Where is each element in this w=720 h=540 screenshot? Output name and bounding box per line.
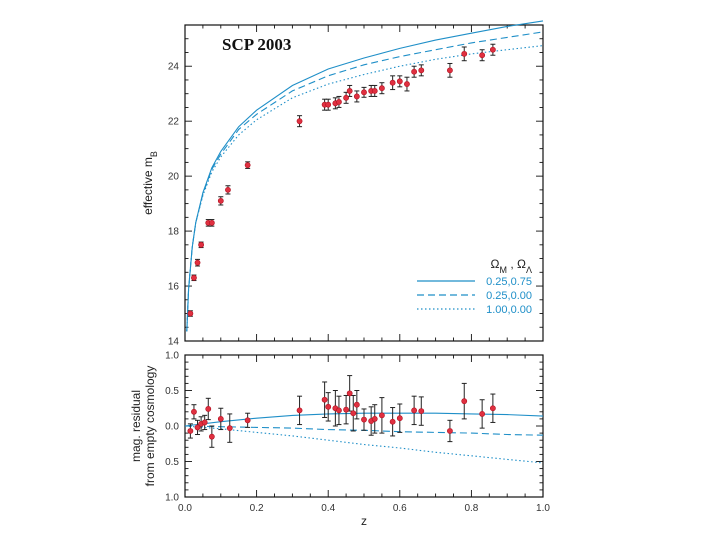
data-point xyxy=(378,412,385,419)
data-point xyxy=(321,396,328,403)
data-point xyxy=(343,406,349,413)
data-point xyxy=(217,415,224,422)
data-point xyxy=(353,401,360,408)
x-tick-label: 0.2 xyxy=(250,503,264,514)
data-point xyxy=(346,390,353,397)
data-point xyxy=(194,259,201,266)
y-axis-label-subscript: B xyxy=(149,151,159,157)
data-point xyxy=(225,186,231,193)
data-point xyxy=(217,197,224,204)
y-tick-label: 18 xyxy=(168,227,180,238)
data-point xyxy=(447,67,453,74)
x-tick-label: 1.0 xyxy=(536,503,550,514)
data-point xyxy=(205,406,212,412)
data-point xyxy=(389,418,396,425)
data-point xyxy=(371,415,378,422)
data-point xyxy=(244,417,251,424)
legend-title-omega: , Ω xyxy=(507,257,526,271)
data-point xyxy=(191,408,197,415)
data-point xyxy=(296,407,303,414)
data-point xyxy=(479,411,486,417)
data-point xyxy=(226,425,233,432)
data-point xyxy=(191,274,197,281)
data-point xyxy=(361,89,367,96)
x-tick-label: 0.6 xyxy=(393,503,407,514)
data-point xyxy=(244,162,251,169)
data-point xyxy=(187,428,194,434)
y-tick-label: 22 xyxy=(168,117,180,128)
x-tick-label: 0.0 xyxy=(178,503,192,514)
data-point xyxy=(187,310,194,317)
y-tick-label: 1.0 xyxy=(165,351,179,362)
y-tick-label: 14 xyxy=(168,337,180,348)
data-point xyxy=(418,67,425,74)
data-point xyxy=(325,101,332,108)
x-tick-label: 0.8 xyxy=(464,503,478,514)
data-point xyxy=(411,407,418,414)
data-point xyxy=(336,99,342,105)
data-point xyxy=(346,88,353,94)
legend-title-sub-m: M xyxy=(500,265,508,275)
legend-entry-label: 0.25,0.75 xyxy=(486,276,532,288)
data-point xyxy=(447,428,453,434)
data-point xyxy=(489,405,496,412)
bottom-panel-residuals: 0.0 0.2 0.4 0.6 0.8 1.0 1.0 0.5 0.0 0.5 1.0 mag. re… xyxy=(129,351,550,529)
data-point xyxy=(411,68,418,75)
data-point xyxy=(461,50,468,57)
data-point xyxy=(208,433,215,440)
data-point xyxy=(396,78,403,85)
model-curve-dotted xyxy=(184,425,544,464)
data-point xyxy=(350,410,357,417)
y-tick-label: 24 xyxy=(168,62,180,73)
legend-title-sub-lambda: Λ xyxy=(526,265,532,275)
data-point xyxy=(198,241,205,248)
y-tick-label: 1.0 xyxy=(165,493,179,504)
data-point xyxy=(343,94,349,101)
data-point xyxy=(194,424,201,431)
data-point xyxy=(353,93,360,100)
model-curve-dotted xyxy=(186,45,544,332)
legend-title: ΩM , ΩΛ xyxy=(491,257,532,275)
y-tick-label: 0.5 xyxy=(165,386,179,397)
data-point xyxy=(336,407,342,414)
data-point xyxy=(361,416,367,423)
data-point xyxy=(396,415,403,422)
legend-entry-label: 0.25,0.00 xyxy=(486,290,532,302)
y-axis-label-main: effective m xyxy=(141,157,155,215)
x-axis-label: z xyxy=(361,514,367,528)
y-tick-label: 20 xyxy=(168,172,180,183)
data-point xyxy=(479,52,486,59)
data-point xyxy=(461,398,468,405)
data-point xyxy=(296,118,303,125)
data-point xyxy=(201,419,208,426)
data-point xyxy=(371,88,378,94)
data-point xyxy=(389,79,396,86)
x-tick-label: 0.4 xyxy=(321,503,335,514)
data-point xyxy=(404,81,410,87)
legend-entry-label: 1.00,0.00 xyxy=(486,304,532,316)
data-point xyxy=(325,403,332,410)
data-point xyxy=(489,46,496,53)
legend-title-omega: Ω xyxy=(491,257,500,271)
data-point xyxy=(208,219,215,226)
chart-title: SCP 2003 xyxy=(222,35,291,54)
y-tick-label: 0.5 xyxy=(165,457,179,468)
residual-y-axis-label-line1: mag. residual xyxy=(129,390,143,462)
data-point xyxy=(378,85,385,92)
y-axis-label: effective mB xyxy=(141,151,159,215)
y-tick-label: 0.0 xyxy=(165,422,179,433)
y-tick-label: 16 xyxy=(168,282,180,293)
residual-y-axis-label-line2: from empty cosmology xyxy=(143,366,157,487)
data-point xyxy=(418,408,425,414)
